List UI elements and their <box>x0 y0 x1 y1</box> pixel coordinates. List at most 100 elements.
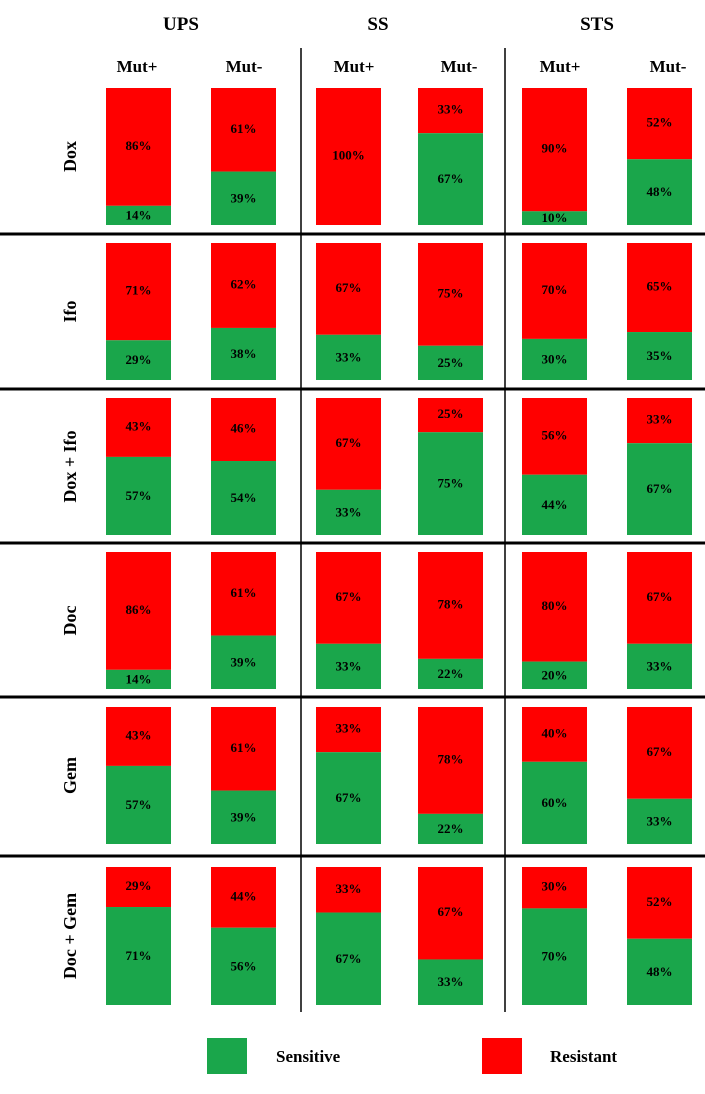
bar-resistant-doc-plus-gem-ups-mutplus <box>106 867 171 908</box>
bar-resistant-dox-ss-mutminus <box>418 88 483 134</box>
label-resistant-gem-sts-mutminus: 67% <box>647 744 673 759</box>
label-resistant-doc-ss-mutminus: 78% <box>438 596 464 611</box>
bar-sensitive-dox-plus-ifo-ups-mutminus <box>211 461 276 535</box>
label-sensitive-dox-plus-ifo-ups-mutplus: 57% <box>126 488 152 503</box>
label-sensitive-gem-ss-mutminus: 22% <box>438 821 464 836</box>
bar-resistant-doc-ups-mutminus <box>211 552 276 636</box>
label-sensitive-doc-plus-gem-sts-mutminus: 48% <box>647 964 673 979</box>
label-resistant-doc-ups-mutplus: 86% <box>126 602 152 617</box>
label-sensitive-dox-plus-ifo-sts-mutminus: 67% <box>647 481 673 496</box>
bar-sensitive-dox-plus-ifo-ss-mutplus <box>316 489 381 535</box>
label-resistant-ifo-ss-mutminus: 75% <box>438 285 464 300</box>
label-resistant-doc-plus-gem-ups-mutplus: 29% <box>126 878 152 893</box>
label-sensitive-doc-sts-mutplus: 20% <box>542 667 568 682</box>
column-label-sts-mutminus: Mut- <box>650 57 687 76</box>
bar-sensitive-doc-ups-mutplus <box>106 669 171 689</box>
bar-resistant-gem-ss-mutplus <box>316 707 381 753</box>
bar-resistant-ifo-sts-mutminus <box>627 243 692 333</box>
bar-resistant-dox-plus-ifo-ups-mutminus <box>211 398 276 462</box>
bar-resistant-doc-sts-mutminus <box>627 552 692 644</box>
column-label-ups-mutminus: Mut- <box>226 57 263 76</box>
label-resistant-ifo-ups-mutplus: 71% <box>126 283 152 298</box>
label-resistant-ifo-ups-mutminus: 62% <box>231 276 257 291</box>
label-sensitive-dox-plus-ifo-sts-mutplus: 44% <box>542 497 568 512</box>
bar-sensitive-dox-ups-mutminus <box>211 171 276 225</box>
bar-sensitive-ifo-ss-mutminus <box>418 345 483 380</box>
bar-sensitive-dox-plus-ifo-ups-mutplus <box>106 456 171 535</box>
bar-sensitive-doc-sts-mutminus <box>627 643 692 689</box>
bar-sensitive-gem-ups-mutminus <box>211 790 276 844</box>
bar-sensitive-ifo-ups-mutminus <box>211 327 276 380</box>
bar-resistant-dox-plus-ifo-sts-mutplus <box>522 398 587 475</box>
bar-resistant-ifo-ups-mutminus <box>211 243 276 328</box>
bar-sensitive-doc-plus-gem-ss-mutplus <box>316 912 381 1005</box>
label-sensitive-gem-ss-mutplus: 67% <box>336 790 362 805</box>
bar-resistant-dox-plus-ifo-sts-mutminus <box>627 398 692 444</box>
bar-resistant-ifo-ss-mutminus <box>418 243 483 346</box>
bar-sensitive-doc-ups-mutminus <box>211 635 276 689</box>
column-label-ss-mutplus: Mut+ <box>334 57 375 76</box>
bar-sensitive-ifo-sts-mutminus <box>627 332 692 380</box>
label-resistant-ifo-ss-mutplus: 67% <box>336 280 362 295</box>
label-resistant-dox-plus-ifo-sts-mutplus: 56% <box>542 427 568 442</box>
bar-resistant-doc-plus-gem-ss-mutminus <box>418 867 483 960</box>
label-sensitive-ifo-ss-mutplus: 33% <box>336 349 362 364</box>
bar-sensitive-gem-sts-mutminus <box>627 798 692 844</box>
bar-resistant-doc-plus-gem-sts-mutplus <box>522 867 587 909</box>
bar-sensitive-dox-sts-mutminus <box>627 159 692 225</box>
label-resistant-dox-ss-mutminus: 33% <box>438 102 464 117</box>
bar-resistant-dox-ups-mutminus <box>211 88 276 172</box>
label-sensitive-ifo-ups-mutminus: 38% <box>231 346 257 361</box>
label-sensitive-ifo-sts-mutplus: 30% <box>542 351 568 366</box>
bar-resistant-doc-ss-mutplus <box>316 552 381 644</box>
label-sensitive-doc-ss-mutplus: 33% <box>336 658 362 673</box>
bar-sensitive-ifo-ss-mutplus <box>316 334 381 380</box>
label-sensitive-dox-plus-ifo-ss-mutplus: 33% <box>336 504 362 519</box>
bar-sensitive-doc-plus-gem-ups-mutplus <box>106 907 171 1005</box>
bar-resistant-doc-ups-mutplus <box>106 552 171 670</box>
label-sensitive-dox-plus-ifo-ups-mutminus: 54% <box>231 490 257 505</box>
label-resistant-gem-ups-mutminus: 61% <box>231 740 257 755</box>
bar-resistant-dox-plus-ifo-ss-mutminus <box>418 398 483 433</box>
label-sensitive-dox-sts-mutminus: 48% <box>647 184 673 199</box>
label-resistant-doc-sts-mutminus: 67% <box>647 589 673 604</box>
label-resistant-doc-plus-gem-sts-mutplus: 30% <box>542 879 568 894</box>
label-resistant-dox-plus-ifo-ups-mutplus: 43% <box>126 418 152 433</box>
label-resistant-dox-ups-mutminus: 61% <box>231 121 257 136</box>
label-sensitive-ifo-ups-mutplus: 29% <box>126 352 152 367</box>
label-resistant-dox-ss-mutplus: 100% <box>332 147 365 162</box>
bar-resistant-dox-ups-mutplus <box>106 88 171 206</box>
label-sensitive-ifo-ss-mutminus: 25% <box>438 355 464 370</box>
bar-sensitive-ifo-ups-mutplus <box>106 340 171 380</box>
label-sensitive-gem-ups-mutminus: 39% <box>231 809 257 824</box>
label-sensitive-dox-ups-mutminus: 39% <box>231 190 257 205</box>
bar-resistant-doc-plus-gem-ups-mutminus <box>211 867 276 928</box>
bar-resistant-dox-sts-mutplus <box>522 88 587 212</box>
bar-sensitive-dox-plus-ifo-ss-mutminus <box>418 432 483 535</box>
label-resistant-doc-plus-gem-ss-mutplus: 33% <box>336 881 362 896</box>
label-resistant-dox-plus-ifo-sts-mutminus: 33% <box>647 412 673 427</box>
label-sensitive-doc-plus-gem-ups-mutminus: 56% <box>231 958 257 973</box>
label-sensitive-doc-plus-gem-sts-mutplus: 70% <box>542 949 568 964</box>
bar-resistant-doc-ss-mutminus <box>418 552 483 659</box>
label-sensitive-ifo-sts-mutminus: 35% <box>647 348 673 363</box>
row-label-ifo: Ifo <box>60 301 80 323</box>
bar-sensitive-dox-sts-mutplus <box>522 211 587 225</box>
label-resistant-gem-ups-mutplus: 43% <box>126 727 152 742</box>
group-title-ups: UPS <box>163 14 199 35</box>
bar-resistant-ifo-sts-mutplus <box>522 243 587 339</box>
bar-resistant-gem-ups-mutminus <box>211 707 276 791</box>
group-title-sts: STS <box>580 14 614 35</box>
bar-sensitive-dox-plus-ifo-sts-mutminus <box>627 443 692 535</box>
bar-resistant-gem-sts-mutminus <box>627 707 692 799</box>
label-resistant-doc-plus-gem-ups-mutminus: 44% <box>231 888 257 903</box>
label-resistant-dox-plus-ifo-ss-mutminus: 25% <box>438 406 464 421</box>
label-resistant-gem-ss-mutplus: 33% <box>336 721 362 736</box>
label-resistant-dox-plus-ifo-ups-mutminus: 46% <box>231 420 257 435</box>
row-label-gem: Gem <box>60 757 80 794</box>
label-sensitive-dox-ups-mutplus: 14% <box>126 207 152 222</box>
label-resistant-ifo-sts-mutplus: 70% <box>542 282 568 297</box>
bar-sensitive-doc-plus-gem-sts-mutplus <box>522 908 587 1005</box>
